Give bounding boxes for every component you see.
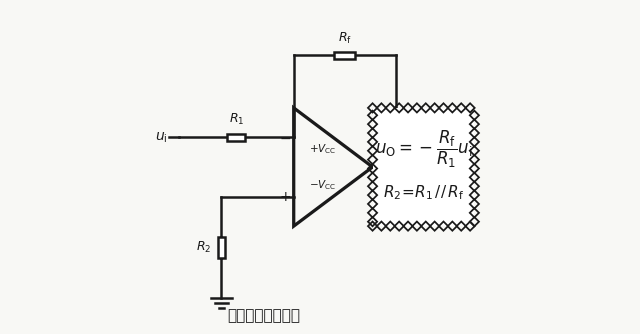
Text: $R_1$: $R_1$ xyxy=(228,112,244,127)
Text: $-$: $-$ xyxy=(279,131,291,144)
Text: $+V_{\rm CC}$: $+V_{\rm CC}$ xyxy=(308,142,336,156)
Bar xyxy=(227,134,245,141)
Text: 反相比例运算电路: 反相比例运算电路 xyxy=(228,308,301,323)
Text: $R_2\!=\!R_1\,//\,R_{\rm f}$: $R_2\!=\!R_1\,//\,R_{\rm f}$ xyxy=(383,184,464,202)
Text: $-V_{\rm CC}$: $-V_{\rm CC}$ xyxy=(308,178,336,192)
Bar xyxy=(218,237,225,258)
Text: $R_{\rm f}$: $R_{\rm f}$ xyxy=(338,31,351,46)
Text: $u_{\rm O}=-\dfrac{R_{\rm f}}{R_1}u_{\rm i}$: $u_{\rm O}=-\dfrac{R_{\rm f}}{R_1}u_{\rm… xyxy=(375,129,472,170)
Bar xyxy=(380,115,467,219)
Text: $u_{\rm i}$: $u_{\rm i}$ xyxy=(155,130,167,145)
Text: $u_{\rm O}$: $u_{\rm O}$ xyxy=(408,160,426,174)
Bar xyxy=(372,108,474,226)
Text: $+$: $+$ xyxy=(279,190,291,203)
Text: $R_2$: $R_2$ xyxy=(196,240,211,255)
Bar xyxy=(334,52,355,59)
